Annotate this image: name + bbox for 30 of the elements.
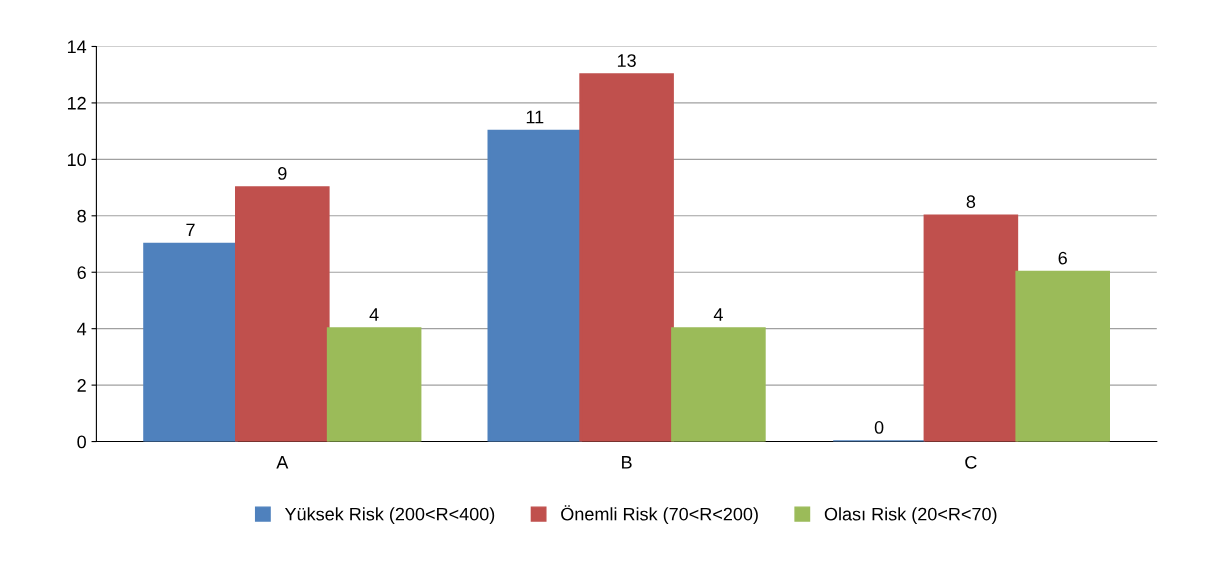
y-tick-label: 0 xyxy=(77,435,86,449)
bar xyxy=(579,73,674,442)
x-tick-label: C xyxy=(965,455,977,469)
y-tick-label: 14 xyxy=(67,40,87,54)
data-label: 4 xyxy=(713,308,723,321)
legend-label: Önemli Risk (70<R<200) xyxy=(561,505,758,525)
data-label: 4 xyxy=(369,308,379,321)
x-tick-label: A xyxy=(276,456,289,469)
x-tick-label: B xyxy=(622,456,632,469)
bar xyxy=(143,242,238,442)
y-tick-label: 4 xyxy=(77,322,87,336)
data-label: 11 xyxy=(526,110,544,124)
bar xyxy=(923,214,1019,442)
data-label: 9 xyxy=(278,167,287,180)
bar xyxy=(235,186,330,442)
data-label: 6 xyxy=(1058,251,1067,265)
y-tick-label: 10 xyxy=(67,153,86,167)
y-tick-label: 12 xyxy=(67,96,86,110)
bar xyxy=(326,327,422,442)
bar xyxy=(671,327,766,442)
data-label: 13 xyxy=(617,54,636,67)
legend-label: Olası Risk (20<R<70) xyxy=(824,507,997,525)
data-label: 8 xyxy=(966,195,976,209)
data-label: 0 xyxy=(874,421,884,434)
y-tick-label: 2 xyxy=(77,379,86,392)
data-label: 7 xyxy=(186,223,195,237)
y-tick-label: 6 xyxy=(77,266,86,279)
bar xyxy=(1015,270,1110,442)
legend-label: Yüksek Risk (200<R<400) xyxy=(284,507,495,525)
y-tick-label: 8 xyxy=(77,209,86,223)
